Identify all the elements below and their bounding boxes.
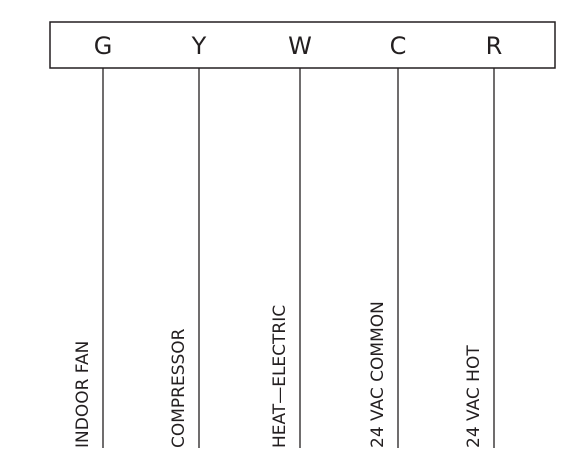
terminal-letter: W (288, 32, 312, 60)
terminal-label: HEAT—ELECTRIC (270, 305, 290, 448)
terminal-label: INDOOR FAN (73, 341, 93, 448)
terminal-letter: R (486, 32, 503, 60)
terminal-label: 24 VAC HOT (464, 345, 484, 448)
terminal-strip (49, 21, 556, 69)
terminal-label: COMPRESSOR (169, 328, 189, 448)
terminal-letter: G (94, 32, 113, 60)
terminal-letter: C (390, 32, 407, 60)
terminal-label: 24 VAC COMMON (368, 301, 388, 448)
terminal-letter: Y (191, 32, 207, 60)
